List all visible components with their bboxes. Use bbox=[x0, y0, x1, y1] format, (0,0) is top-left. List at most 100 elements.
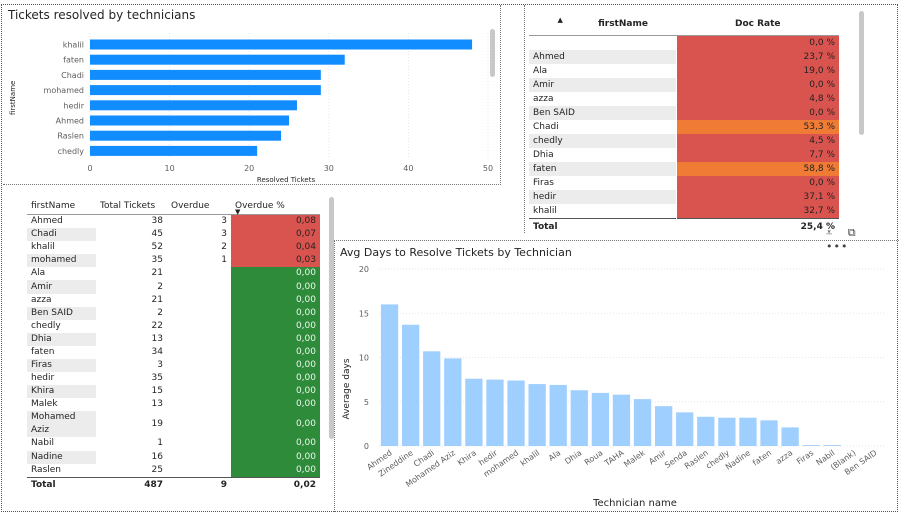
sort-descending-icon[interactable]: ▼ bbox=[235, 208, 241, 216]
table-row[interactable]: Amir 0,0 % bbox=[529, 78, 839, 92]
y-tick-label: 10 bbox=[359, 354, 369, 363]
table-row[interactable]: Nadine 16 0,00 bbox=[27, 450, 320, 464]
column-header-overdue[interactable]: Overdue bbox=[167, 197, 231, 215]
table-row[interactable]: Amir 2 0,00 bbox=[27, 280, 320, 294]
bar[interactable] bbox=[90, 39, 473, 50]
cell-doc-rate: 0,0 % bbox=[676, 35, 839, 50]
table-row[interactable]: Dhia 7,7 % bbox=[529, 148, 839, 162]
bar[interactable] bbox=[423, 351, 441, 446]
bar[interactable] bbox=[528, 384, 546, 446]
tickets-bar-chart[interactable]: firstName Resolved Tickets khalil faten Ch… bbox=[3, 5, 498, 183]
table-row[interactable]: Ben SAID 0,0 % bbox=[529, 106, 839, 120]
x-tick-label: 10 bbox=[165, 164, 175, 173]
bar[interactable] bbox=[444, 358, 462, 446]
bar[interactable] bbox=[781, 427, 799, 446]
table-scrollbar[interactable] bbox=[859, 11, 864, 135]
table-row[interactable]: Firas 3 0,00 bbox=[27, 359, 320, 373]
x-tick-label: TAHA bbox=[602, 448, 626, 468]
focus-mode-icon[interactable]: ⧉ bbox=[847, 226, 856, 239]
bar[interactable] bbox=[90, 85, 321, 96]
table-row[interactable]: Ala 21 0,00 bbox=[27, 267, 320, 281]
bar[interactable] bbox=[90, 145, 258, 156]
bar[interactable] bbox=[507, 380, 525, 446]
bar[interactable] bbox=[549, 384, 567, 446]
cell-overdue bbox=[167, 385, 231, 398]
overdue-table-visual[interactable]: firstName Total Tickets Overdue Overdue … bbox=[25, 195, 335, 500]
cell-doc-rate: 53,3 % bbox=[676, 120, 839, 134]
column-header-overdue-pct[interactable]: Overdue % ▼ bbox=[231, 197, 320, 216]
table-scrollbar[interactable] bbox=[329, 197, 334, 439]
x-tick-label: Malek bbox=[622, 448, 647, 469]
table-row[interactable]: 0,0 % bbox=[529, 35, 839, 50]
cell-overdue-pct: 0,00 bbox=[231, 345, 320, 360]
bar[interactable] bbox=[90, 115, 289, 126]
bar[interactable] bbox=[739, 417, 757, 446]
table-row[interactable]: Firas 0,0 % bbox=[529, 176, 839, 190]
bar[interactable] bbox=[570, 390, 588, 446]
cell-total-tickets: 52 bbox=[151, 242, 163, 253]
bar[interactable] bbox=[802, 445, 820, 446]
table-row[interactable]: Ahmed 38 3 0,08 bbox=[27, 214, 320, 229]
table-row[interactable]: Malek 13 0,00 bbox=[27, 398, 320, 412]
bar[interactable] bbox=[760, 420, 778, 446]
bar[interactable] bbox=[465, 378, 483, 446]
tickets-resolved-chart[interactable]: Tickets resolved by technicians firstNam… bbox=[3, 5, 501, 185]
table-row[interactable]: Nabil 1 0,00 bbox=[27, 437, 320, 451]
table-row[interactable]: Mohamed Aziz 19 0,00 bbox=[27, 411, 320, 438]
cell-overdue-pct: 0,00 bbox=[231, 372, 320, 386]
bar[interactable] bbox=[401, 324, 420, 446]
bar[interactable] bbox=[591, 392, 610, 446]
cell-firstname: hedir bbox=[31, 373, 55, 384]
bar[interactable] bbox=[90, 100, 297, 111]
bar[interactable] bbox=[90, 69, 321, 80]
table-row[interactable]: Dhia 13 0,00 bbox=[27, 332, 320, 346]
table-row[interactable]: Khira 15 0,00 bbox=[27, 385, 320, 399]
table-row[interactable]: hedir 35 0,00 bbox=[27, 372, 320, 386]
table-row[interactable]: faten 58,8 % bbox=[529, 162, 839, 176]
bar[interactable] bbox=[90, 130, 282, 141]
table-row[interactable]: chedly 4,5 % bbox=[529, 134, 839, 148]
table-row[interactable]: khalil 52 2 0,04 bbox=[27, 241, 320, 255]
table-row[interactable]: Chadi 53,3 % bbox=[529, 120, 839, 134]
bar[interactable] bbox=[612, 394, 631, 446]
bar[interactable] bbox=[90, 54, 345, 65]
bar[interactable] bbox=[486, 379, 504, 446]
table-row[interactable]: Ala 19,0 % bbox=[529, 64, 839, 78]
column-header-firstname[interactable]: firstName bbox=[27, 197, 96, 215]
table-row[interactable]: Raslen 25 0,00 bbox=[27, 463, 320, 478]
table-row[interactable]: faten 34 0,00 bbox=[27, 345, 320, 360]
chart-title: Tickets resolved by technicians bbox=[8, 8, 196, 22]
bar[interactable] bbox=[380, 304, 399, 446]
bar[interactable] bbox=[718, 417, 736, 446]
table-row[interactable]: chedly 22 0,00 bbox=[27, 319, 320, 333]
cell-firstname: hedir bbox=[529, 190, 677, 204]
y-tick-label: faten bbox=[63, 56, 84, 65]
more-options-icon[interactable]: ••• bbox=[826, 240, 849, 253]
visual-header-toolbar: ⩡ ⧉ ••• bbox=[826, 226, 901, 253]
doc-rate-table-visual[interactable]: ▲ firstName Doc Rate 0,0 % Ahmed 23,7 % Ala… bbox=[524, 5, 899, 235]
y-tick-label: 0 bbox=[364, 442, 369, 451]
bar[interactable] bbox=[633, 399, 652, 446]
bar[interactable] bbox=[697, 416, 715, 446]
table-row[interactable]: hedir 37,1 % bbox=[529, 190, 839, 204]
table-row[interactable]: Chadi 45 3 0,07 bbox=[27, 228, 320, 242]
column-header-total-tickets[interactable]: Total Tickets bbox=[96, 197, 167, 215]
sort-ascending-icon[interactable]: ▲ bbox=[557, 16, 563, 24]
avg-days-chart[interactable]: Avg Days to Resolve Tickets by Technicia… bbox=[334, 240, 899, 512]
cell-overdue-pct: 0,00 bbox=[231, 385, 320, 399]
filter-icon[interactable]: ⩡ bbox=[826, 226, 833, 239]
bar[interactable] bbox=[654, 406, 673, 446]
table-row[interactable]: mohamed 35 1 0,03 bbox=[27, 254, 320, 268]
bar[interactable] bbox=[823, 445, 841, 446]
bar[interactable] bbox=[676, 412, 694, 446]
table-row[interactable]: azza 21 0,00 bbox=[27, 293, 320, 307]
cell-overdue-pct: 0,00 bbox=[231, 463, 320, 478]
table-row[interactable]: Ben SAID 2 0,00 bbox=[27, 306, 320, 320]
chart-scrollbar[interactable] bbox=[490, 29, 495, 77]
table-row[interactable]: Ahmed 23,7 % bbox=[529, 50, 839, 64]
table-row[interactable]: azza 4,8 % bbox=[529, 92, 839, 106]
table-row[interactable]: khalil 32,7 % bbox=[529, 204, 839, 219]
column-header-firstname[interactable]: ▲ firstName bbox=[529, 13, 677, 36]
column-header-doc-rate[interactable]: Doc Rate bbox=[676, 13, 839, 36]
